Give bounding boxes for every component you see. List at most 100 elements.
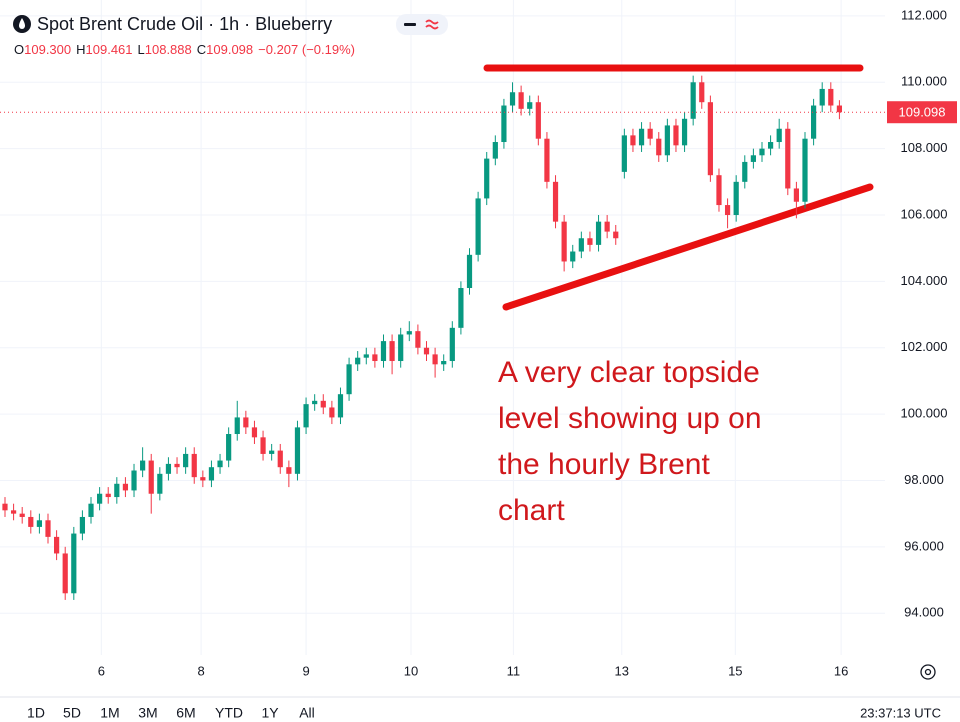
candle-body: [501, 105, 507, 143]
candle-body: [724, 205, 731, 216]
last-price-tag: [887, 101, 957, 124]
candle-body: [587, 238, 593, 245]
period-button[interactable]: 1Y: [261, 705, 279, 721]
period-button[interactable]: 5D: [63, 705, 81, 721]
legend-key: L: [138, 42, 145, 57]
y-tick-label: 100.000: [901, 406, 948, 421]
candle-body: [200, 477, 206, 481]
candle-body: [432, 354, 438, 365]
period-button[interactable]: All: [299, 705, 315, 721]
candle-body: [260, 437, 266, 454]
annotation-line: chart: [498, 494, 565, 527]
candle-body: [742, 161, 748, 182]
candle-body: [114, 483, 120, 498]
candle-body: [664, 125, 670, 156]
candle-body: [475, 198, 481, 255]
candle-body: [595, 221, 602, 245]
candle-body: [441, 361, 447, 365]
x-tick-label: 16: [834, 663, 848, 678]
candle-body: [294, 427, 301, 474]
candle-body: [148, 460, 154, 494]
candle-body: [122, 483, 129, 491]
candle-body: [19, 513, 25, 517]
clock: 23:37:13 UTC: [860, 705, 941, 720]
candle-body: [165, 463, 172, 474]
indicator-pill[interactable]: [396, 14, 448, 35]
annotation: A very clear topside level showing up on t…: [498, 356, 762, 527]
candle-body: [217, 460, 223, 468]
candle-body: [140, 460, 146, 471]
candle-body: [269, 450, 275, 454]
period-button[interactable]: 1M: [100, 705, 119, 721]
axes: 94.000 96.000 98.000 100.000 102.000 104.000 1…: [98, 7, 957, 678]
settings-icon[interactable]: [920, 664, 936, 680]
y-tick-label: 98.000: [904, 472, 944, 487]
candle-body: [509, 92, 516, 106]
candle-body: [733, 181, 739, 216]
candle-body: [604, 221, 610, 232]
candle-body: [673, 125, 679, 146]
candle-body: [535, 102, 541, 139]
candle-body: [647, 128, 653, 139]
x-tick-label: 10: [404, 663, 418, 678]
candle-body: [363, 354, 369, 358]
candles: [0, 75, 885, 600]
candle-body: [707, 102, 713, 176]
y-tick-label: 94.000: [904, 605, 944, 620]
period-button[interactable]: YTD: [215, 705, 243, 721]
y-tick-label: 110.000: [901, 74, 947, 89]
candle-body: [415, 331, 421, 348]
candle-body: [346, 364, 352, 395]
x-tick-label: 9: [302, 663, 309, 678]
candle-body: [785, 128, 791, 189]
x-tick-label: 8: [198, 663, 205, 678]
y-tick-label: 106.000: [901, 206, 948, 221]
candle-body: [62, 553, 68, 594]
candle-body: [690, 82, 696, 119]
candle-body: [561, 221, 567, 262]
candle-body: [527, 102, 533, 109]
candle-body: [337, 394, 344, 418]
x-tick-label: 13: [615, 663, 629, 678]
candle-body: [819, 88, 825, 106]
legend-key: C: [197, 42, 206, 57]
symbol-title: Spot Brent Crude Oil · 1h · Blueberry: [37, 14, 332, 34]
candle-body: [552, 181, 559, 222]
period-button[interactable]: 3M: [138, 705, 157, 721]
ohlc-legend: O109.300 H109.461 L108.888 C109.098 −0.207 (…: [14, 42, 355, 57]
candle-body: [793, 188, 799, 202]
legend-value: 109.098: [206, 42, 253, 57]
candle-body: [389, 341, 395, 362]
candle-body: [251, 427, 258, 438]
candle-body: [277, 450, 283, 468]
x-tick-label: 15: [728, 663, 742, 678]
y-tick-label: 102.000: [901, 339, 948, 354]
candle-body: [406, 331, 412, 335]
support-line: [502, 183, 874, 311]
candle-body: [28, 516, 34, 527]
candle-body: [492, 142, 498, 159]
candle-body: [208, 467, 215, 481]
candle-body: [449, 327, 455, 362]
candle-body: [716, 175, 722, 206]
last-price-label: 109.098: [899, 105, 946, 120]
candle-body: [518, 92, 524, 109]
period-button[interactable]: 6M: [176, 705, 195, 721]
legend-value: 108.888: [145, 42, 192, 57]
candle-body: [243, 417, 249, 428]
y-tick-label: 96.000: [904, 538, 944, 553]
legend-key: O: [14, 42, 24, 57]
candle-body: [372, 354, 378, 362]
period-button[interactable]: 1D: [27, 705, 45, 721]
candle-body: [286, 467, 292, 474]
candle-body: [329, 407, 335, 418]
candle-body: [811, 105, 817, 139]
candle-body: [97, 493, 103, 504]
candle-body: [750, 155, 756, 162]
candle-body: [767, 142, 774, 149]
candle-body: [355, 357, 361, 365]
annotation-line: the hourly Brent: [498, 448, 710, 481]
y-tick-label: 112.000: [901, 7, 947, 22]
